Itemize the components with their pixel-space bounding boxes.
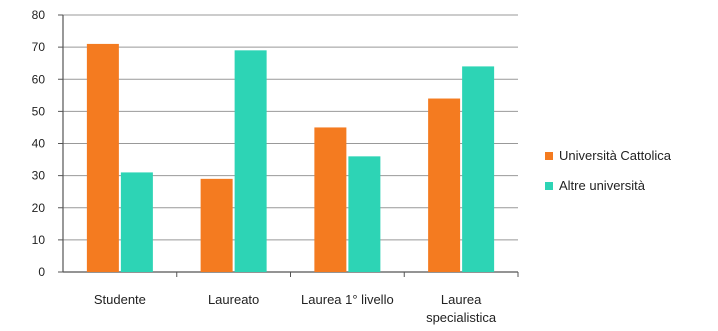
bars (86, 43, 495, 273)
x-tick-label: Laurea 1° livello (301, 292, 394, 307)
bar (86, 43, 119, 272)
y-axis: 0 10 20 30 40 50 60 70 80 (32, 8, 64, 279)
bar (314, 127, 347, 272)
bar (234, 50, 267, 273)
x-tick-label-line: Laurea 1° livello (301, 292, 394, 307)
y-tick-label: 30 (32, 169, 46, 183)
legend-swatch (545, 182, 553, 190)
bar (462, 66, 495, 273)
x-tick-label-line: Laureato (208, 292, 259, 307)
legend-label: Università Cattolica (559, 148, 672, 163)
y-tick-label: 20 (32, 201, 46, 215)
x-tick-label-line: Laurea (441, 292, 482, 307)
x-tick-label: Laurea specialistica (426, 292, 497, 325)
x-axis: Studente Laureato Laurea 1° livello Laurea s… (94, 272, 519, 325)
legend: Università Cattolica Altre università (545, 148, 672, 193)
y-tick-label: 50 (32, 104, 46, 118)
x-tick-label: Studente (94, 292, 146, 307)
bar (348, 156, 381, 272)
x-tick-label-line: specialistica (426, 310, 497, 325)
y-tick-label: 70 (32, 40, 46, 54)
legend-label: Altre università (559, 178, 646, 193)
y-tick-label: 0 (38, 265, 45, 279)
bar (120, 172, 153, 272)
x-tick-label: Laureato (208, 292, 259, 307)
y-tick-label: 80 (32, 8, 46, 22)
legend-swatch (545, 152, 553, 160)
y-tick-label: 40 (32, 137, 46, 151)
y-tick-label: 60 (32, 72, 46, 86)
y-tick-label: 10 (32, 233, 46, 247)
x-tick-label-line: Studente (94, 292, 146, 307)
bar (200, 178, 233, 272)
bar (428, 98, 461, 273)
